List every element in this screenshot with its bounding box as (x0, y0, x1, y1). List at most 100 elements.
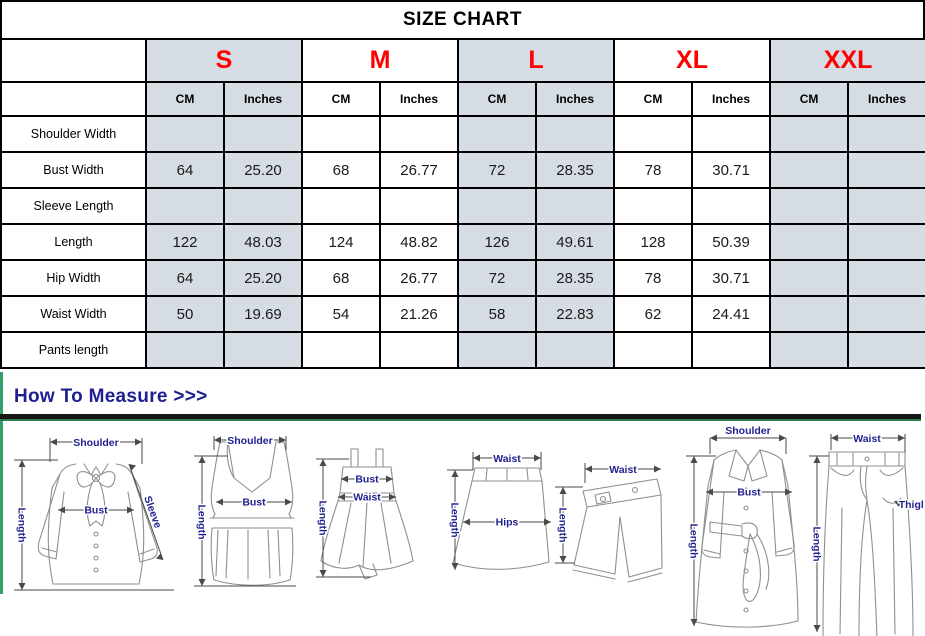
measure-diagram-skirt: Waist Length Hips (447, 452, 551, 570)
size-cell (535, 331, 616, 369)
size-cell (847, 151, 925, 189)
row-label: Pants length (0, 331, 147, 369)
corner-cell (0, 81, 147, 117)
size-cell: 64 (145, 151, 225, 189)
size-table: S M L XL XXL CM Inches CM Inches CM Inch… (0, 38, 925, 369)
size-cell: 21.26 (378, 295, 460, 333)
size-cell (847, 259, 925, 297)
size-cell: 64 (145, 259, 225, 297)
size-cell: 72 (457, 151, 538, 189)
measure-diagram-pants: Waist Length Thigh (809, 432, 923, 636)
svg-text:Bust: Bust (84, 505, 108, 517)
corner-cell (0, 38, 147, 83)
size-cell: 122 (145, 223, 225, 261)
size-cell (223, 331, 303, 369)
size-cell (769, 295, 850, 333)
svg-text:Bust: Bust (737, 487, 761, 499)
size-header-row: S M L XL XXL (0, 38, 925, 83)
size-cell (613, 331, 694, 369)
row-label: Bust Width (0, 151, 147, 189)
svg-text:Length: Length (317, 501, 329, 536)
size-cell (847, 331, 925, 369)
unit-header-inches: Inches (847, 81, 925, 117)
size-cell (691, 115, 772, 153)
size-cell (301, 187, 381, 225)
svg-text:Hips: Hips (496, 517, 519, 529)
table-row: Pants length (0, 331, 925, 369)
row-label: Waist Width (0, 295, 147, 333)
size-cell (145, 331, 225, 369)
measure-diagram-tank-top: Shoulder Length Bust (194, 434, 296, 587)
measure-diagram-dress: Length Bust Waist (315, 448, 414, 580)
size-cell (691, 331, 772, 369)
svg-text:Shoulder: Shoulder (725, 426, 771, 437)
svg-text:Bust: Bust (242, 497, 266, 509)
size-cell: 124 (301, 223, 381, 261)
size-cell: 26.77 (378, 259, 460, 297)
svg-text:Length: Length (196, 505, 208, 540)
size-cell: 22.83 (535, 295, 616, 333)
size-cell (378, 187, 460, 225)
page-title: SIZE CHART (0, 0, 925, 38)
row-label: Shoulder Width (0, 115, 147, 153)
measure-diagram-coat: Shoulder Length Bust (686, 426, 799, 628)
size-cell (457, 331, 538, 369)
size-header-m: M (300, 38, 460, 83)
size-cell (769, 151, 850, 189)
size-cell (691, 187, 772, 225)
svg-text:Thigh: Thigh (899, 499, 923, 511)
size-cell: 25.20 (223, 259, 303, 297)
svg-text:Length: Length (811, 527, 823, 562)
divider-rule (0, 414, 921, 419)
svg-text:Length: Length (688, 524, 700, 559)
size-cell (769, 115, 850, 153)
size-cell: 30.71 (691, 151, 772, 189)
table-row: Waist Width 50 19.69 54 21.26 58 22.83 6… (0, 295, 925, 333)
size-header-s: S (145, 38, 303, 83)
row-label: Sleeve Length (0, 187, 147, 225)
size-cell: 28.35 (535, 151, 616, 189)
size-cell (769, 187, 850, 225)
unit-header-row: CM Inches CM Inches CM Inches CM Inches … (0, 81, 925, 117)
size-cell (847, 223, 925, 261)
size-cell: 28.35 (535, 259, 616, 297)
size-cell: 49.61 (535, 223, 616, 261)
size-cell: 126 (457, 223, 538, 261)
size-cell (847, 187, 925, 225)
svg-text:Length: Length (449, 503, 461, 538)
size-cell (223, 187, 303, 225)
size-cell (847, 115, 925, 153)
size-cell: 50.39 (691, 223, 772, 261)
size-header-l: L (457, 38, 616, 83)
measure-diagram-blouse: Shoulder Length Bust Sleeve (14, 436, 174, 591)
table-row: Sleeve Length (0, 187, 925, 225)
size-cell (535, 115, 616, 153)
svg-text:Waist: Waist (353, 492, 381, 504)
unit-header-cm: CM (301, 81, 381, 117)
green-accent-bar (0, 372, 3, 594)
size-cell (613, 187, 694, 225)
measure-diagram-shorts: Waist Length (555, 463, 663, 583)
size-cell: 58 (457, 295, 538, 333)
size-cell (378, 331, 460, 369)
unit-header-inches: Inches (223, 81, 303, 117)
size-cell (145, 187, 225, 225)
unit-header-inches: Inches (691, 81, 772, 117)
size-cell: 30.71 (691, 259, 772, 297)
table-row: Shoulder Width (0, 115, 925, 153)
svg-text:Bust: Bust (355, 474, 379, 486)
unit-header-cm: CM (145, 81, 225, 117)
size-cell (145, 115, 225, 153)
size-cell (301, 115, 381, 153)
size-cell: 68 (301, 259, 381, 297)
size-cell (223, 115, 303, 153)
size-cell: 25.20 (223, 151, 303, 189)
svg-text:Waist: Waist (853, 433, 881, 445)
size-header-xl: XL (613, 38, 772, 83)
size-cell: 24.41 (691, 295, 772, 333)
size-cell (535, 187, 616, 225)
size-cell (769, 259, 850, 297)
row-label: Length (0, 223, 147, 261)
svg-text:Shoulder: Shoulder (73, 437, 119, 449)
svg-text:Shoulder: Shoulder (227, 435, 273, 447)
